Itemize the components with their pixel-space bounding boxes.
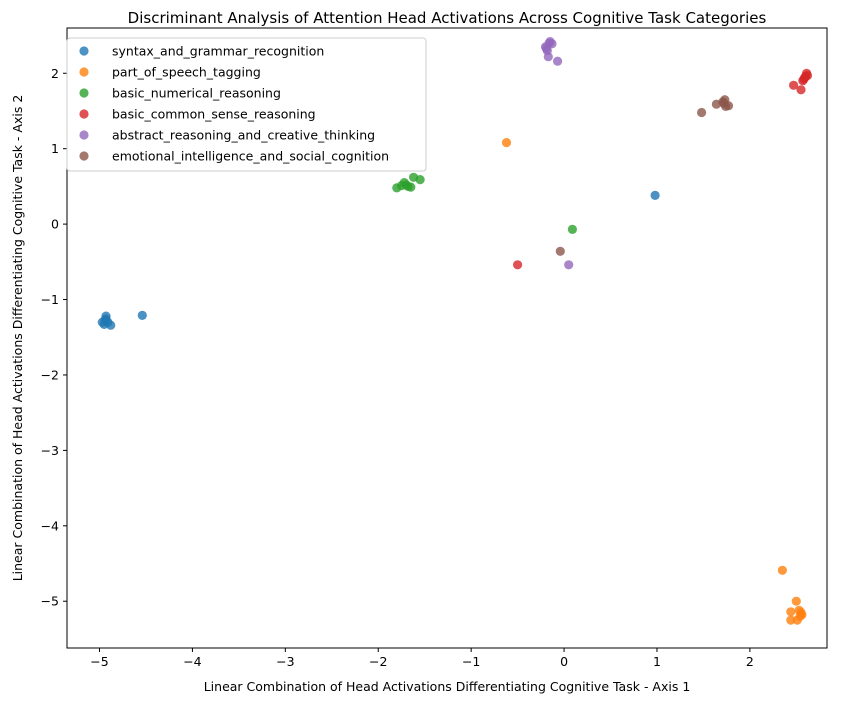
legend-label: basic_numerical_reasoning [112,86,281,101]
x-tick-label: 2 [746,654,754,669]
legend-entry[interactable]: part_of_speech_tagging [79,65,261,80]
legend-marker [79,130,89,140]
x-tick-label: −4 [183,654,201,669]
data-point-5-5 [543,52,553,62]
plot-area-frame [66,27,828,649]
data-point-4-2 [796,85,806,95]
y-tick-label: −3 [41,443,59,458]
legend-label: basic_common_sense_reasoning [112,107,316,122]
legend-box [66,37,427,172]
x-tick-label: −2 [369,654,387,669]
legend-marker [79,67,89,77]
data-point-2-10 [501,138,512,148]
data-point-2-6 [786,615,796,625]
legend-marker [79,151,89,161]
legend-marker [79,46,89,56]
data-point-2-3 [786,607,796,617]
legend-label: part_of_speech_tagging [112,65,261,80]
data-point-4-1 [789,80,799,90]
x-tick-label: 0 [560,654,568,669]
x-tick-label: −1 [462,654,480,669]
legend-entry[interactable]: abstract_reasoning_and_creative_thinking [79,128,375,143]
x-tick-label: −5 [90,654,108,669]
y-tick-label: −4 [41,518,59,533]
data-point-4-8 [799,74,809,84]
data-point-3-8 [401,180,411,190]
legend-entry[interactable]: syntax_and_grammar_recognition [79,44,324,59]
legend-entry[interactable]: basic_numerical_reasoning [79,86,281,101]
data-point-1-8 [137,310,147,320]
legend: syntax_and_grammar_recognition part_of_sp… [66,37,427,172]
legend-marker [79,109,89,119]
y-tick-label: −5 [41,594,59,609]
x-tick-label: −3 [276,654,294,669]
data-point-2-2 [791,596,801,606]
y-tick-label: −1 [41,292,59,307]
y-tick-label: 1 [51,141,59,156]
legend-label: syntax_and_grammar_recognition [112,44,324,59]
data-point-5-6 [553,56,563,66]
data-point-4-9 [513,260,523,270]
y-tick-label: 0 [51,217,59,232]
y-tick-label: 2 [51,66,59,81]
data-point-5-8 [541,43,552,54]
data-point-1-7 [101,314,111,324]
x-axis-label: Linear Combination of Head Activations D… [204,679,691,694]
data-point-3-7 [415,175,425,185]
legend-label: emotional_intelligence_and_social_cognit… [112,149,389,164]
y-tick-label: −2 [41,367,59,382]
data-point-2-1 [777,565,788,575]
data-point-5-7 [545,37,555,47]
legend-marker [79,88,89,98]
data-point-6-8 [555,246,565,256]
data-point-2-9 [797,610,807,620]
legend-label: abstract_reasoning_and_creative_thinking [112,128,375,143]
data-point-3-9 [567,224,578,234]
chart-title: Discriminant Analysis of Attention Head … [128,9,767,27]
x-tick-label: 1 [653,654,661,669]
data-point-6-1 [697,107,707,118]
data-points [97,37,813,625]
data-point-6-7 [718,97,728,107]
data-point-1-9 [650,190,660,200]
legend-entries: syntax_and_grammar_recognition part_of_sp… [79,44,389,164]
y-axis-label: Linear Combination of Head Activations D… [10,95,25,582]
y-axis-ticks: −5 −4 −3 −2 −1 0 1 2 [41,66,67,609]
legend-entry[interactable]: emotional_intelligence_and_social_cognit… [79,149,389,164]
x-axis-ticks: −5 −4 −3 −2 −1 0 1 2 [90,648,754,669]
legend-entry[interactable]: basic_common_sense_reasoning [79,107,316,122]
data-point-5-9 [564,260,574,270]
